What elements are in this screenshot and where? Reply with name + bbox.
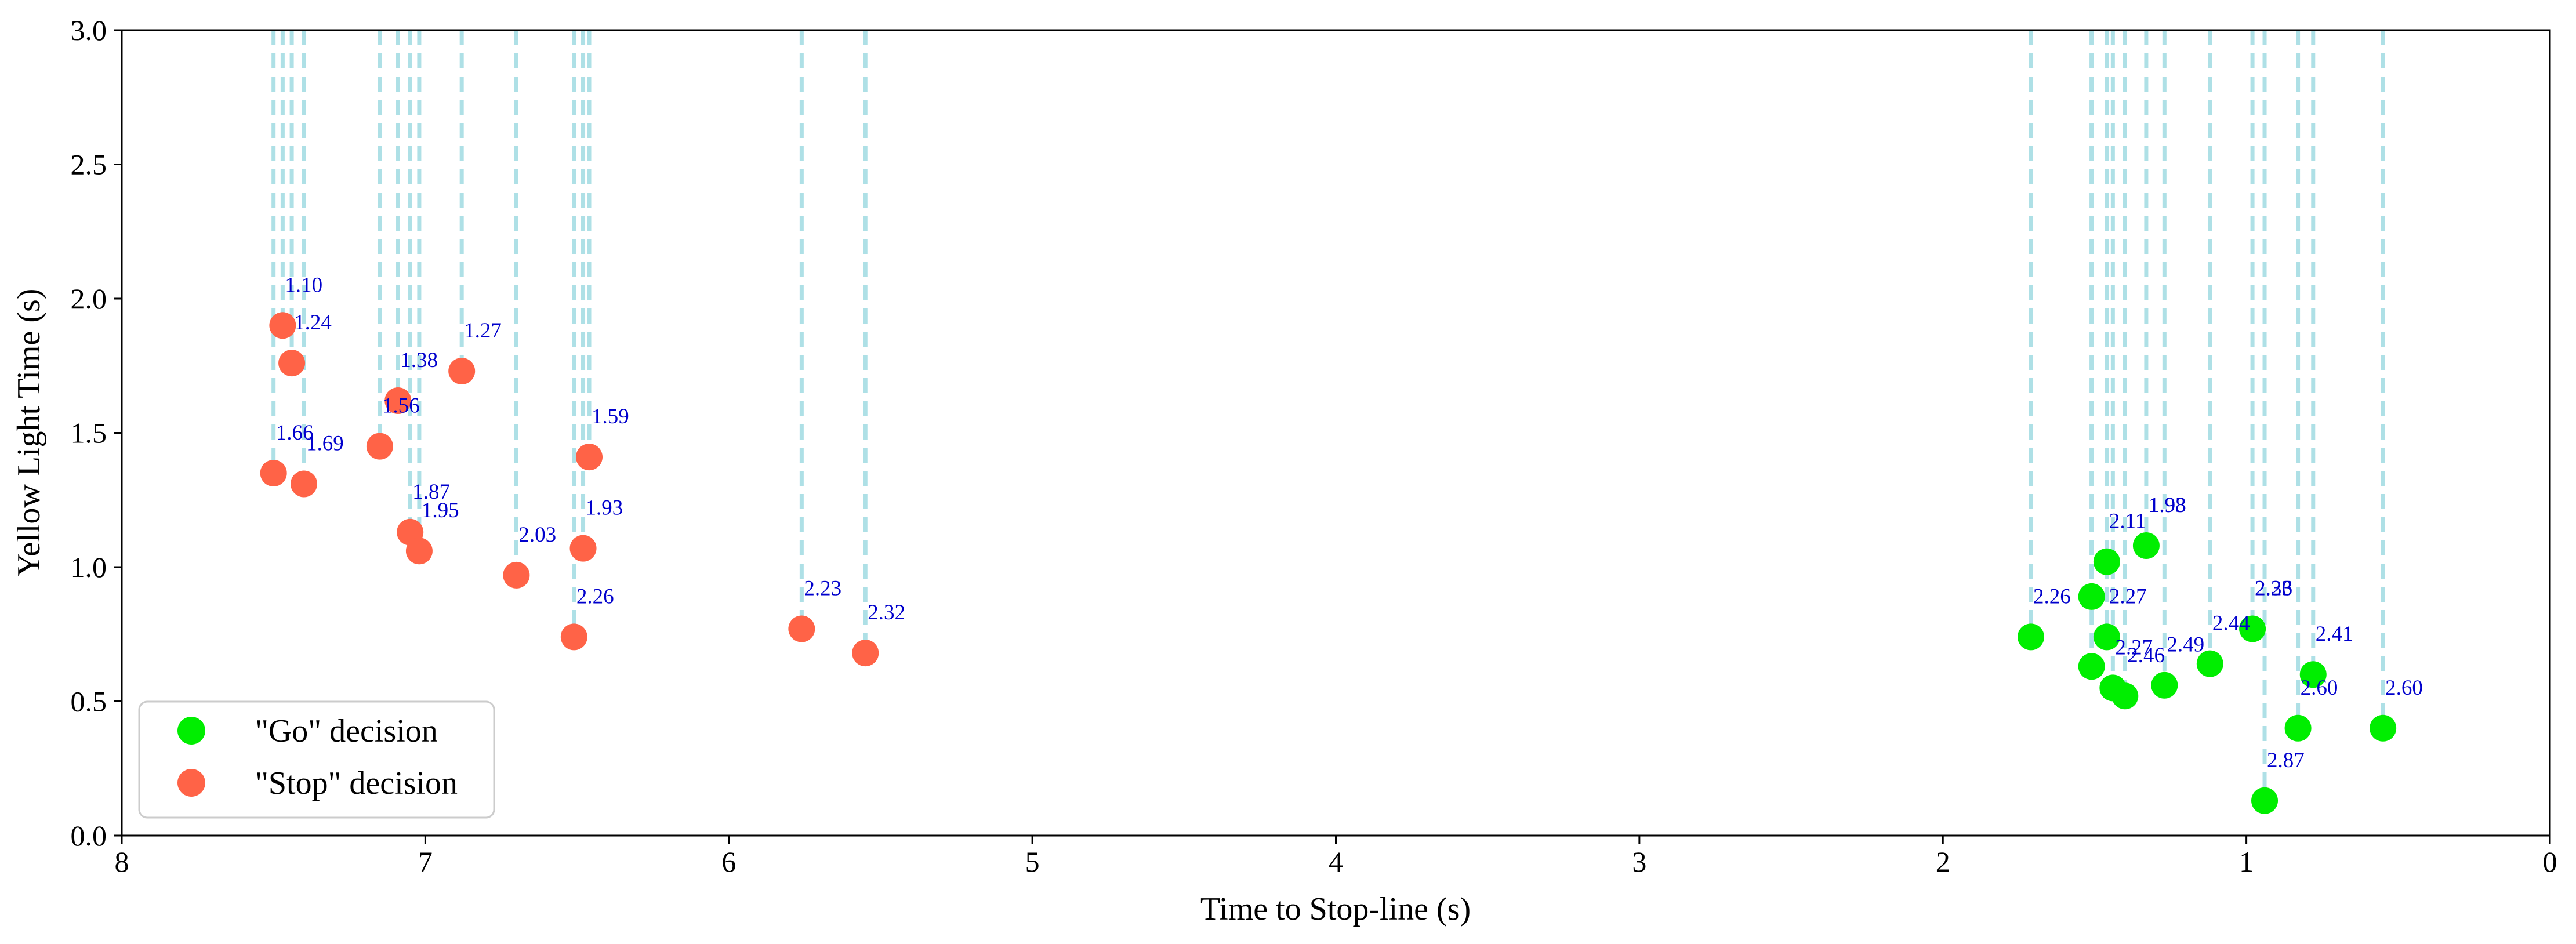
- data-labels: 2.262.112.272.272.461.982.492.442.362.87…: [276, 273, 2423, 772]
- x-tick-label: 8: [115, 845, 129, 878]
- data-label-go: 2.11: [2109, 510, 2146, 533]
- data-label-stop: 1.69: [306, 431, 344, 455]
- x-axis-ticks: 8 7 6 5 4 3 2 1 0: [115, 836, 2557, 878]
- data-label-stop: 1.38: [400, 348, 438, 372]
- data-label-stop: 1.10: [285, 273, 322, 297]
- legend-go-marker: [177, 717, 205, 745]
- point-go: [2151, 671, 2178, 699]
- data-label-stop: 1.95: [422, 499, 459, 522]
- data-label-stop: 2.32: [868, 601, 905, 625]
- point-stop: [788, 615, 815, 642]
- data-label-go: 2.36: [2255, 576, 2292, 600]
- data-label-stop: 1.56: [382, 394, 420, 418]
- x-tick-label: 4: [1329, 845, 1343, 878]
- point-stop: [569, 535, 597, 562]
- point-stop: [405, 538, 433, 565]
- y-tick-label: 1.5: [71, 417, 107, 449]
- point-stop: [260, 459, 287, 486]
- data-label-go: 1.98: [2149, 493, 2186, 517]
- point-stop: [269, 312, 296, 339]
- y-tick-label: 0.5: [71, 685, 107, 718]
- data-label-extra: 2.23: [2255, 576, 2292, 600]
- data-label-stop: 1.27: [464, 319, 502, 343]
- point-go: [2299, 661, 2327, 688]
- data-label-go: 2.87: [2267, 749, 2305, 772]
- point-go: [2284, 714, 2312, 742]
- point-go: [2093, 623, 2120, 651]
- x-tick-label: 2: [1936, 845, 1950, 878]
- point-stop: [503, 561, 530, 589]
- data-points: [260, 312, 2397, 814]
- legend-go-label: "Go" decision: [255, 713, 438, 749]
- y-tick-label: 2.0: [71, 282, 107, 315]
- data-label-go: 2.60: [2385, 676, 2423, 700]
- x-tick-label: 1: [2239, 845, 2254, 878]
- point-stop: [575, 444, 603, 471]
- point-go: [2018, 623, 2045, 651]
- x-axis-label: Time to Stop-line (s): [1200, 891, 1471, 927]
- data-label-stop: 1.93: [586, 496, 623, 520]
- plot-frame: [121, 29, 2551, 837]
- vertical-guide-lines: [271, 30, 2385, 801]
- data-label-go: 2.27: [2115, 636, 2153, 659]
- data-label-go: 2.46: [2127, 644, 2165, 667]
- data-label-go: 2.27: [2109, 584, 2147, 608]
- point-stop: [560, 623, 587, 651]
- data-label-stop: 2.23: [804, 576, 841, 600]
- y-axis-ticks: 0.0 0.5 1.0 1.5 2.0 2.5 3.0: [71, 14, 122, 852]
- point-stop: [448, 358, 476, 385]
- y-tick-label: 2.5: [71, 148, 107, 181]
- data-label-go: 2.49: [2167, 633, 2204, 657]
- point-go: [2239, 615, 2266, 642]
- legend-box: [138, 700, 495, 819]
- data-label-go: 2.60: [2301, 676, 2338, 700]
- point-stop: [291, 470, 318, 498]
- x-tick-label: 7: [418, 845, 433, 878]
- legend-stop-label: "Stop" decision: [255, 765, 458, 801]
- data-label-go: 2.26: [2033, 584, 2071, 608]
- data-label-stop: 1.66: [276, 421, 314, 445]
- x-tick-label: 6: [721, 845, 736, 878]
- data-label-stop: 1.87: [412, 480, 450, 504]
- data-label-stop: 2.03: [518, 523, 556, 547]
- data-label-stop: 1.24: [294, 311, 332, 335]
- point-go: [2093, 548, 2120, 575]
- y-axis-label: Yellow Light Time (s): [11, 289, 47, 577]
- data-label-stop: 2.26: [576, 584, 614, 608]
- point-go: [2370, 714, 2397, 742]
- legend-stop-marker: [177, 769, 205, 797]
- point-go: [2196, 650, 2223, 677]
- data-label-stop: 1.59: [592, 405, 629, 429]
- y-tick-label: 1.0: [71, 551, 107, 583]
- point-go: [2078, 583, 2105, 610]
- point-go: [2132, 532, 2160, 559]
- data-label-go: 2.41: [2316, 622, 2353, 646]
- point-stop: [366, 433, 393, 460]
- point-go: [2251, 787, 2279, 814]
- data-label-extra: 1.93: [2149, 493, 2186, 517]
- data-label-go: 2.44: [2212, 612, 2250, 636]
- point-go: [2111, 682, 2139, 710]
- y-tick-label: 3.0: [71, 14, 107, 46]
- y-tick-label: 0.0: [71, 819, 107, 852]
- x-tick-label: 5: [1025, 845, 1040, 878]
- point-go: [2078, 653, 2105, 680]
- x-tick-label: 3: [1632, 845, 1646, 878]
- point-stop: [852, 640, 879, 667]
- legend: "Go" decision "Stop" decision: [138, 700, 495, 819]
- point-stop: [384, 387, 412, 414]
- point-stop: [278, 350, 306, 377]
- x-tick-label: 0: [2543, 845, 2557, 878]
